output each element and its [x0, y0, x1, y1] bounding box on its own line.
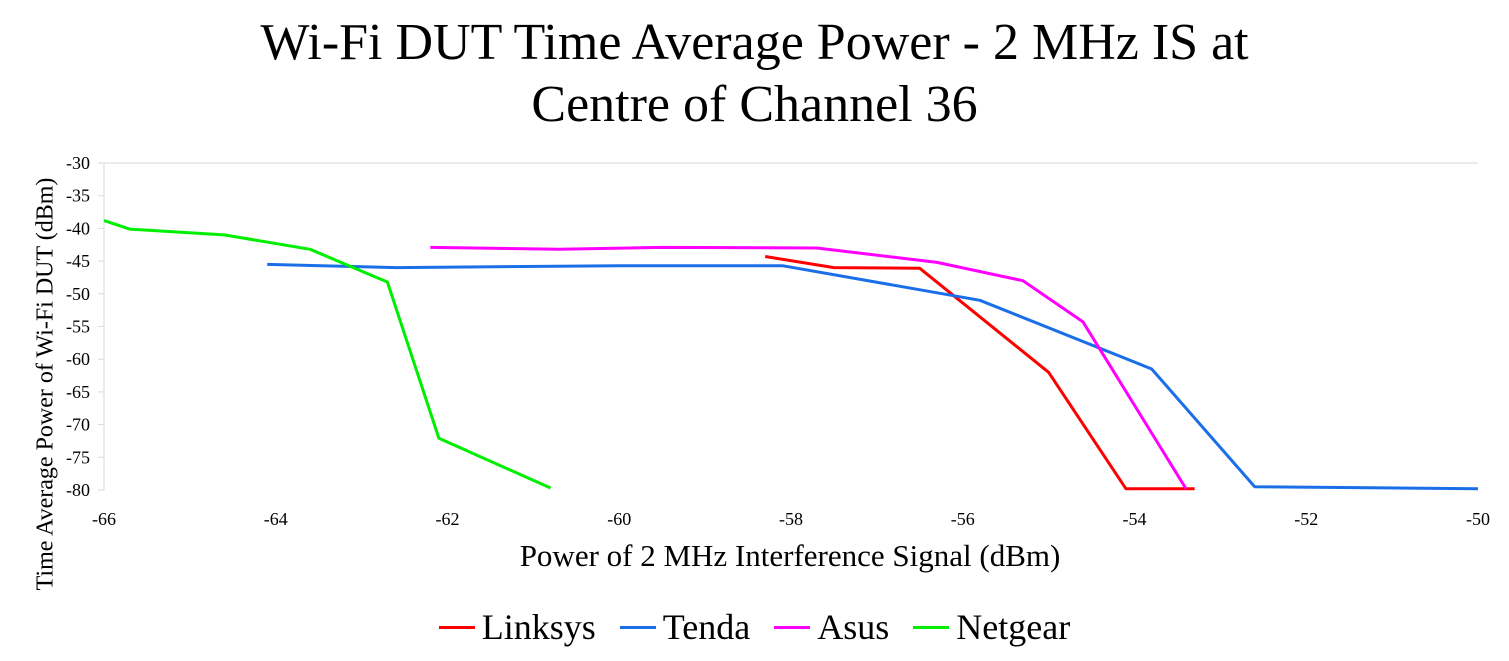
y-tick-label: -30 — [66, 153, 90, 173]
y-tick-label: -35 — [66, 186, 90, 206]
x-axis-label: Power of 2 MHz Interference Signal (dBm) — [519, 538, 1061, 573]
legend-swatch — [619, 625, 656, 629]
legend-label: Netgear — [956, 607, 1071, 647]
y-tick-label: -45 — [66, 251, 90, 271]
legend-item-tenda: Tenda — [619, 606, 751, 648]
legend-swatch — [438, 625, 475, 629]
x-tick-label: -66 — [92, 509, 116, 529]
legend: Linksys Tenda Asus Netgear — [0, 606, 1509, 648]
x-tick-label: -60 — [607, 509, 631, 529]
legend-label: Asus — [817, 607, 890, 647]
y-tick-label: -40 — [66, 218, 90, 238]
series-line-asus — [430, 245, 1188, 490]
chart-title: Wi-Fi DUT Time Average Power - 2 MHz IS … — [0, 12, 1509, 136]
series-line-netgear — [103, 219, 552, 490]
x-tick-label: -52 — [1294, 509, 1318, 529]
chart-title-line-1: Wi-Fi DUT Time Average Power - 2 MHz IS … — [260, 14, 1249, 71]
x-tick-label: -58 — [779, 509, 803, 529]
y-tick-label: -70 — [66, 415, 90, 435]
x-tick-label: -62 — [436, 509, 460, 529]
legend-item-asus: Asus — [774, 606, 889, 648]
series-line-tenda — [267, 262, 1479, 491]
legend-item-netgear: Netgear — [913, 606, 1070, 648]
x-tick-label: -50 — [1466, 509, 1490, 529]
y-tick-label: -75 — [66, 447, 90, 467]
y-tick-label: -65 — [66, 382, 90, 402]
series-line-linksys — [764, 255, 1195, 491]
legend-swatch — [913, 625, 950, 629]
chart-title-line-2: Centre of Channel 36 — [531, 76, 978, 133]
y-tick-label: -80 — [66, 480, 90, 500]
y-tick-label: -60 — [66, 349, 90, 369]
legend-swatch — [774, 625, 811, 629]
legend-item-linksys: Linksys — [438, 606, 596, 648]
x-tick-label: -56 — [951, 509, 975, 529]
x-tick-label: -54 — [1123, 509, 1147, 529]
x-tick-label: -64 — [264, 509, 288, 529]
y-tick-label: -55 — [66, 317, 90, 337]
legend-label: Tenda — [662, 607, 751, 647]
y-tick-label: -50 — [66, 284, 90, 304]
legend-label: Linksys — [481, 607, 596, 647]
